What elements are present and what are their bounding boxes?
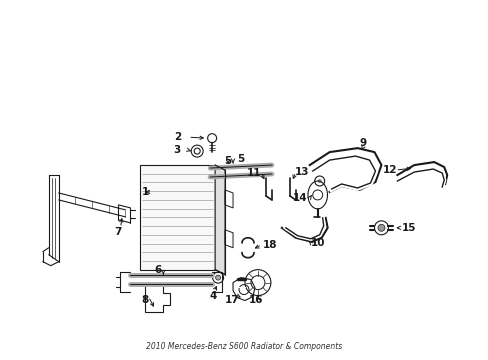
Text: 8: 8 (142, 294, 149, 305)
Text: 5: 5 (237, 154, 244, 164)
Text: 16: 16 (248, 294, 263, 305)
Text: 17: 17 (224, 294, 239, 305)
Text: 12: 12 (382, 165, 397, 175)
Text: 9: 9 (359, 138, 366, 148)
Text: 3: 3 (173, 145, 181, 155)
Text: 14: 14 (292, 193, 306, 203)
Text: 13: 13 (294, 167, 308, 177)
Text: 18: 18 (262, 240, 277, 250)
Circle shape (215, 275, 220, 280)
Polygon shape (215, 165, 224, 275)
Text: 2: 2 (173, 132, 181, 142)
Text: 5: 5 (224, 156, 231, 166)
Text: 4: 4 (209, 291, 216, 301)
Circle shape (317, 179, 321, 183)
Text: 11: 11 (246, 168, 261, 178)
Circle shape (377, 224, 384, 231)
Text: 15: 15 (401, 223, 416, 233)
Text: 1: 1 (142, 187, 149, 197)
Text: 2010 Mercedes-Benz S600 Radiator & Components: 2010 Mercedes-Benz S600 Radiator & Compo… (145, 342, 342, 351)
Text: 7: 7 (114, 227, 121, 237)
Polygon shape (140, 165, 215, 270)
Text: 6: 6 (154, 265, 162, 275)
Text: 10: 10 (310, 238, 325, 248)
